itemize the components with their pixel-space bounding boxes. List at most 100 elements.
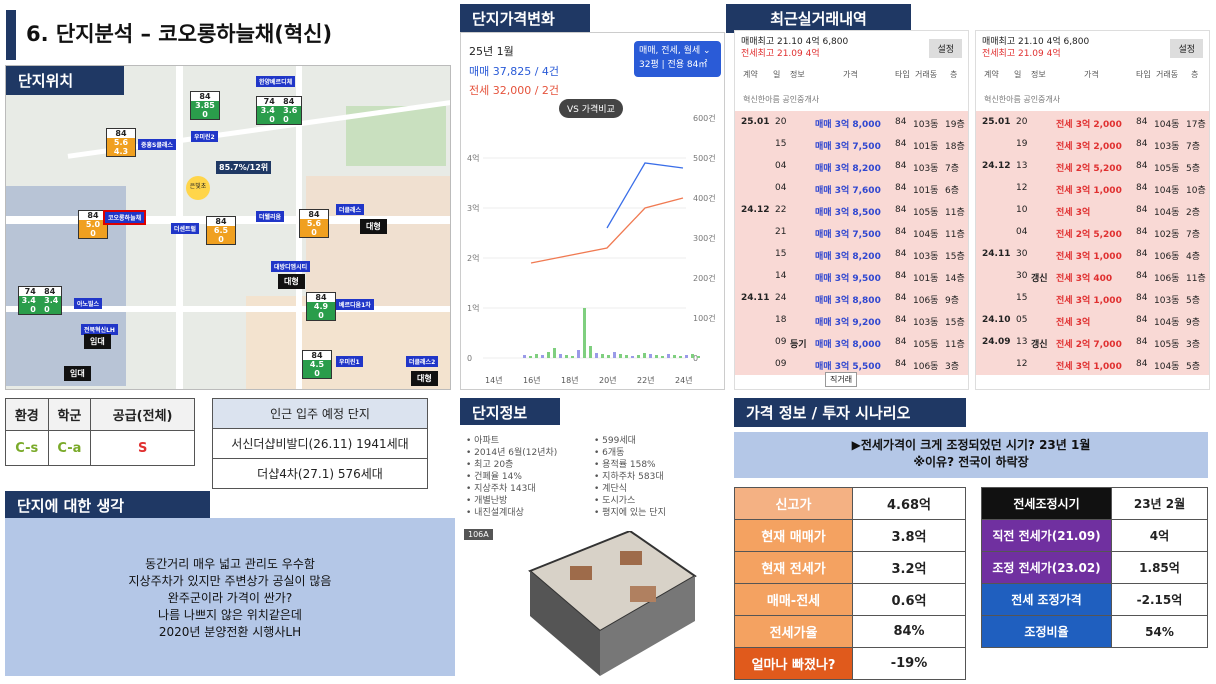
map-tag[interactable]: 전북혁신LH (81, 324, 118, 335)
map-tag[interactable]: 대방디엠시티 (271, 261, 311, 272)
type-cell: 84 (1136, 315, 1148, 325)
transaction-row[interactable]: 12 전세 3억 1,000 84 104동 10층 (976, 177, 1209, 199)
map-tag-target[interactable]: 코오롱하늘채 (103, 210, 147, 225)
stat-value: 4억 (1111, 519, 1208, 552)
stat-value: 54% (1111, 615, 1208, 648)
y2-tick-label: 100건 (693, 313, 716, 323)
transaction-row[interactable]: 25.01 20 매매 3억 8,000 84 103동 19층 (735, 111, 968, 133)
complex-marker[interactable]: 84 5.6 4.3 (106, 128, 136, 157)
transaction-row[interactable]: 18 매매 3억 9,200 84 103동 15층 (735, 309, 968, 331)
y-tick-label: 4억 (467, 153, 479, 163)
dong-cell: 105동 (913, 340, 939, 350)
map-tag[interactable]: 더클래스 (336, 204, 365, 215)
month-cell: 24.10 (982, 315, 1011, 325)
floor-cell: 9층 (1186, 318, 1201, 328)
rating-header: 공급(전체) (90, 398, 195, 431)
transaction-row[interactable]: 10 전세 3억 84 104동 2층 (976, 199, 1209, 221)
floor-cell: 2층 (1186, 208, 1201, 218)
transaction-row[interactable]: 09 매매 3억 5,500 84 106동 3층 (735, 353, 968, 375)
day-cell: 09 (775, 337, 787, 347)
map-tag[interactable]: 우미린2 (191, 131, 218, 142)
dong-cell: 106동 (913, 362, 939, 372)
vs-compare-button[interactable]: VS 가격비교 (559, 99, 623, 118)
volume-bar (571, 356, 574, 358)
transaction-row[interactable]: 25.01 20 전세 3억 2,000 84 104동 17층 (976, 111, 1209, 133)
dong-cell: 104동 (1154, 362, 1180, 372)
transaction-row[interactable]: 15 전세 3억 1,000 84 103동 5층 (976, 287, 1209, 309)
transaction-row[interactable]: 24.11 24 매매 3억 8,800 84 106동 9층 (735, 287, 968, 309)
volume-bar (661, 356, 664, 358)
transaction-row[interactable]: 04 매매 3억 7,600 84 101동 6층 (735, 177, 968, 199)
transaction-row[interactable]: 30 갱신 전세 3억 400 84 106동 11층 (976, 265, 1209, 287)
transaction-row[interactable]: 19 전세 3억 2,000 84 103동 7층 (976, 133, 1209, 155)
transaction-row[interactable]: 04 전세 2억 5,200 84 102동 7층 (976, 221, 1209, 243)
map-tag[interactable]: 베르디움1차 (336, 299, 374, 310)
day-cell: 30 (1016, 271, 1028, 281)
floor-cell: 17층 (1186, 120, 1206, 130)
map-tag[interactable]: 더클래스2 (406, 356, 439, 367)
volume-bar (625, 355, 628, 358)
map-tag[interactable]: 중흥S클래스 (138, 139, 176, 150)
transaction-row[interactable]: 24.12 22 매매 3억 8,500 84 105동 11층 (735, 199, 968, 221)
day-cell: 18 (775, 315, 787, 325)
volume-bar (601, 354, 604, 358)
title-accent-bar (6, 10, 16, 60)
complex-marker[interactable]: 84 6.5 0 (206, 216, 236, 245)
price-cell: 전세 3억 1,000 (1056, 252, 1122, 262)
stat-row: 전세가율 84% (734, 615, 966, 648)
transaction-row[interactable]: 15 매매 3억 8,200 84 103동 15층 (735, 243, 968, 265)
complex-marker[interactable]: 84 4.5 0 (302, 350, 332, 379)
column-header: 계약 (984, 70, 999, 79)
day-cell: 05 (1016, 315, 1028, 325)
type-cell: 84 (895, 139, 907, 149)
settings-button[interactable]: 설정 (1170, 39, 1203, 58)
transaction-row[interactable]: 24.10 05 전세 3억 84 104동 9층 (976, 309, 1209, 331)
dong-cell: 101동 (913, 186, 939, 196)
transaction-row[interactable]: 24.09 13 갱신 전세 2억 7,000 84 105동 3층 (976, 331, 1209, 353)
map-tag-rental: 임대 (84, 334, 111, 349)
map-tag[interactable]: 더웰리움 (256, 211, 285, 222)
map-tag[interactable]: 더센트럴 (171, 223, 200, 234)
map-tag[interactable]: 우미린1 (336, 356, 363, 367)
transaction-row[interactable]: 12 전세 3억 1,000 84 104동 5층 (976, 353, 1209, 375)
transaction-row[interactable]: 14 매매 3억 9,500 84 101동 14층 (735, 265, 968, 287)
transaction-row[interactable]: 21 매매 3억 7,500 84 104동 11층 (735, 221, 968, 243)
dong-cell: 104동 (1154, 208, 1180, 218)
floor-cell: 7층 (945, 164, 960, 174)
school-icon[interactable]: 은빛초 (186, 176, 210, 200)
price-cell: 전세 2억 5,200 (1056, 230, 1122, 240)
floor-cell: 19층 (945, 120, 965, 130)
transaction-row[interactable]: 04 매매 3억 8,200 84 103동 7층 (735, 155, 968, 177)
type-cell: 84 (895, 161, 907, 171)
column-header: 정보 (1031, 70, 1046, 79)
day-cell: 13 (1016, 337, 1028, 347)
volume-bar (691, 354, 694, 358)
volume-bar (607, 355, 610, 358)
location-map[interactable]: 단지위치 84 3.85 0 74 84 3.4 3.6 0 0 84 5.6 4.3… (5, 65, 451, 390)
price-cell: 전세 2억 7,000 (1056, 340, 1122, 350)
map-tag[interactable]: 한양베르디체 (256, 76, 296, 87)
map-tag[interactable]: 아노빌스 (74, 298, 103, 309)
complex-marker[interactable]: 74 84 3.4 3.4 0 0 (18, 286, 62, 315)
info-header: 단지정보 (460, 398, 560, 427)
complex-marker[interactable]: 74 84 3.4 3.6 0 0 (256, 96, 302, 125)
complex-marker[interactable]: 84 5.6 0 (299, 209, 329, 238)
column-header: 가격 (843, 70, 858, 79)
floor-cell: 11층 (945, 340, 965, 350)
transaction-row[interactable]: 15 매매 3억 7,500 84 101동 18층 (735, 133, 968, 155)
type-cell: 84 (1136, 117, 1148, 127)
settings-button[interactable]: 설정 (929, 39, 962, 58)
dong-cell: 102동 (1154, 230, 1180, 240)
floor-cell: 5층 (1186, 164, 1201, 174)
transaction-row[interactable]: 09 등기 매매 3억 8,000 84 105동 11층 (735, 331, 968, 353)
price-cell: 전세 3억 (1056, 318, 1091, 328)
price-cell: 매매 3억 9,200 (815, 318, 881, 328)
complex-marker[interactable]: 84 4.9 0 (306, 292, 336, 321)
trade-type-selector[interactable]: 매매, 전세, 월세 ⌄ 32평 | 전용 84㎡ (634, 41, 721, 77)
direct-trade-button[interactable]: 직거래 (825, 372, 858, 387)
transaction-row[interactable]: 24.12 13 전세 2억 5,200 84 105동 5층 (976, 155, 1209, 177)
complex-marker[interactable]: 84 3.85 0 (190, 91, 220, 120)
transaction-row[interactable]: 24.11 30 전세 3억 1,000 84 106동 4층 (976, 243, 1209, 265)
y-tick-label: 1억 (467, 303, 479, 313)
rating-environment: C-s (5, 430, 49, 466)
